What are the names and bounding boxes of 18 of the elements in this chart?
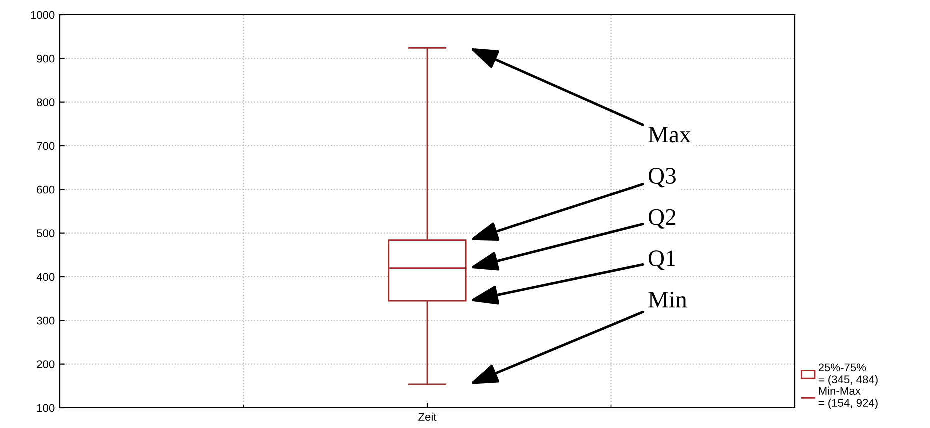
annotation: Max [648,127,691,143]
y-tick-label: 1000 [31,11,55,20]
text: Min-Max = (154, 924) [818,386,878,410]
legend-label: 25%-75% = (345, 484) [818,364,878,386]
x-tick-label: Zeit [418,412,437,422]
y-tick-label: 100 [37,404,55,412]
y-tick-label: 900 [37,54,55,63]
y-tick-label: 500 [37,230,55,238]
annotation: Q1 [648,250,676,270]
y-tick-label: 200 [37,360,55,368]
annotation: Q2 [648,209,676,229]
y-tick-label: 800 [37,98,55,106]
y-tick-label: 600 [37,186,55,194]
annotation: Q3 [648,168,676,188]
y-tick-label: 400 [36,273,55,282]
y-tick-label: 300 [37,316,55,325]
y-tick-label: 700 [37,142,55,150]
annotation: Min [648,292,687,308]
